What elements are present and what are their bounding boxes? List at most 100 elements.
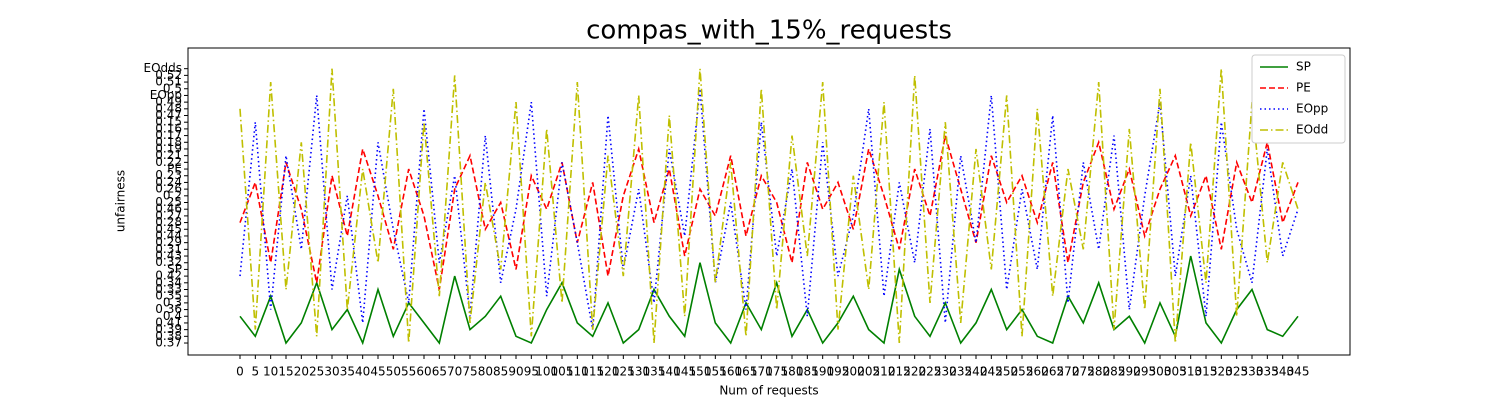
x-tick-label: 115 (581, 365, 604, 379)
y-axis-label: unfairness (114, 170, 128, 232)
y-tick-label: 0.27 (155, 208, 182, 222)
x-tick-label: 75 (462, 365, 477, 379)
x-tick-label: 130 (627, 365, 650, 379)
y-tick-label: 0.15 (155, 115, 182, 129)
y-tick-label: 0.41 (155, 315, 182, 329)
y-tick-label: EOpp (150, 88, 182, 102)
x-tick-label: 320 (1210, 365, 1233, 379)
x-tick-label: 180 (781, 365, 804, 379)
x-tick-label: 305 (1164, 365, 1187, 379)
x-tick-label: 100 (535, 365, 558, 379)
y-tick-label: 0.46 (155, 202, 182, 216)
x-tick-label: 10 (263, 365, 278, 379)
x-tick-label: 135 (643, 365, 666, 379)
x-tick-label: 110 (566, 365, 589, 379)
y-tick-label: PE (167, 162, 182, 176)
x-tick-label: 15 (278, 365, 293, 379)
x-tick-label: 30 (324, 365, 339, 379)
x-tick-label: 95 (524, 365, 539, 379)
y-tick-label: 0.5 (163, 81, 182, 95)
x-tick-label: 260 (1026, 365, 1049, 379)
x-tick-label: 200 (842, 365, 865, 379)
y-tick-label: 0.31 (155, 242, 182, 256)
y-tick-label: 0.29 (155, 235, 182, 249)
x-tick-label: 325 (1225, 365, 1248, 379)
y-tick-label: 0.37 (155, 336, 182, 350)
x-tick-label: 85 (493, 365, 508, 379)
x-tick-label: 55 (401, 365, 416, 379)
chart-title: compas_with_15%_requests (586, 16, 952, 46)
x-tick-label: 195 (827, 365, 850, 379)
x-tick-label: 215 (888, 365, 911, 379)
x-tick-label: 190 (811, 365, 834, 379)
x-tick-label: 60 (416, 365, 431, 379)
y-tick-label: 0.38 (155, 329, 182, 343)
x-tick-label: 50 (386, 365, 401, 379)
y-tick-label: 0.2 (163, 188, 182, 202)
x-tick-label: 245 (980, 365, 1003, 379)
x-tick-label: 0 (236, 365, 244, 379)
x-tick-label: 310 (1179, 365, 1202, 379)
y-tick-label: 0.23 (155, 168, 182, 182)
series-line (239, 68, 1299, 344)
x-tick-label: 165 (735, 365, 758, 379)
x-tick-label: 90 (508, 365, 523, 379)
x-tick-label: 270 (1057, 365, 1080, 379)
y-tick-label: 0.21 (155, 148, 182, 162)
x-tick-label: 20 (294, 365, 309, 379)
y-tick-label: EOdds (143, 61, 182, 75)
y-tick-label: 0.48 (155, 101, 182, 115)
x-tick-label: 225 (919, 365, 942, 379)
x-tick-label: 345 (1287, 365, 1310, 379)
x-tick-label: 160 (719, 365, 742, 379)
x-tick-label: 150 (689, 365, 712, 379)
x-axis-label: Num of requests (719, 384, 818, 398)
x-tick-label: 65 (432, 365, 447, 379)
legend-label: EOpp (1296, 102, 1328, 116)
plot-area (239, 68, 1299, 346)
legend-label: EOdd (1296, 123, 1328, 137)
y-tick-label: 0.44 (155, 228, 182, 242)
x-tick-label: 140 (658, 365, 681, 379)
y-tick-label: 0.4 (163, 309, 182, 323)
x-tick-label: 210 (873, 365, 896, 379)
y-tick-label: 0.24 (155, 175, 182, 189)
x-tick-label: 300 (1149, 365, 1172, 379)
x-tick-label: 40 (355, 365, 370, 379)
y-tick-label: 0.19 (155, 141, 182, 155)
x-tick-label: 5 (252, 365, 260, 379)
x-tick-label: 80 (478, 365, 493, 379)
series-line (239, 255, 1299, 346)
x-tick-label: 230 (934, 365, 957, 379)
y-tick-label: 0.25 (155, 195, 182, 209)
legend-box (1251, 54, 1346, 144)
x-tick-label: 185 (796, 365, 819, 379)
x-tick-label: 315 (1195, 365, 1218, 379)
x-tick-label: 250 (995, 365, 1018, 379)
y-tick-label: 0.51 (155, 75, 182, 89)
y-tick-label: 0.34 (155, 275, 182, 289)
x-tick-label: 340 (1271, 365, 1294, 379)
x-tick-label: 220 (903, 365, 926, 379)
x-tick-label: 25 (309, 365, 324, 379)
y-tick-label: 0.42 (155, 269, 182, 283)
y-tick-label: 0.52 (155, 68, 182, 82)
x-tick-label: 285 (1103, 365, 1126, 379)
x-tick-label: 45 (370, 365, 385, 379)
y-tick-label: 0.45 (155, 222, 182, 236)
y-tick-label: 0.35 (155, 289, 182, 303)
x-tick-label: 240 (965, 365, 988, 379)
x-tick-label: 335 (1256, 365, 1279, 379)
x-tick-label: 330 (1241, 365, 1264, 379)
y-tick-label: 0.33 (155, 282, 182, 296)
y-tick-label: 0.43 (155, 249, 182, 263)
y-tick-label: 0.32 (155, 255, 182, 269)
x-tick-label: 295 (1133, 365, 1156, 379)
y-tick-label: 0.28 (155, 215, 182, 229)
y-tick-label: SP (167, 262, 182, 276)
x-tick-label: 120 (597, 365, 620, 379)
y-tick-label: 0.36 (155, 302, 182, 316)
